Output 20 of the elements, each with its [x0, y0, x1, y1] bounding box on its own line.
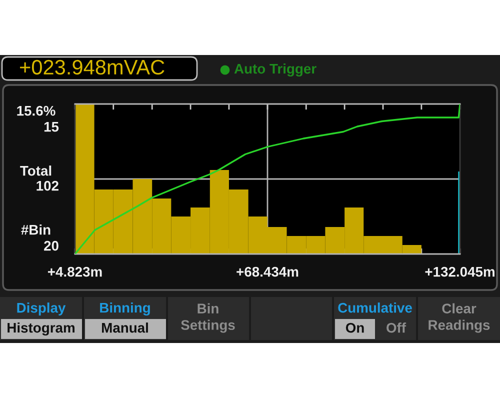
text: 15 — [44, 122, 59, 132]
text: Cumulative — [338, 302, 412, 313]
text: On — [346, 322, 364, 333]
x-tick-label: +68.434m — [236, 266, 298, 277]
x-tick-label: +132.045m — [425, 266, 494, 277]
text: Binning — [100, 302, 150, 316]
text: 20 — [44, 240, 58, 251]
text: Clear Readings — [428, 303, 490, 333]
text: #Bin — [21, 224, 50, 235]
text: 15.6% — [17, 106, 56, 116]
text: 102 — [36, 180, 58, 191]
text: Manual — [102, 322, 148, 333]
text: Bin Settings — [181, 303, 235, 333]
text: Off — [386, 322, 406, 333]
chart-subtitle: Auto Trigger — [234, 63, 316, 77]
chart-title: +023.948mVAC — [20, 60, 164, 75]
x-tick-label: +4.823m — [48, 266, 102, 277]
text: Total — [20, 166, 52, 176]
text: Histogram — [8, 322, 74, 336]
text: Display — [17, 302, 66, 316]
